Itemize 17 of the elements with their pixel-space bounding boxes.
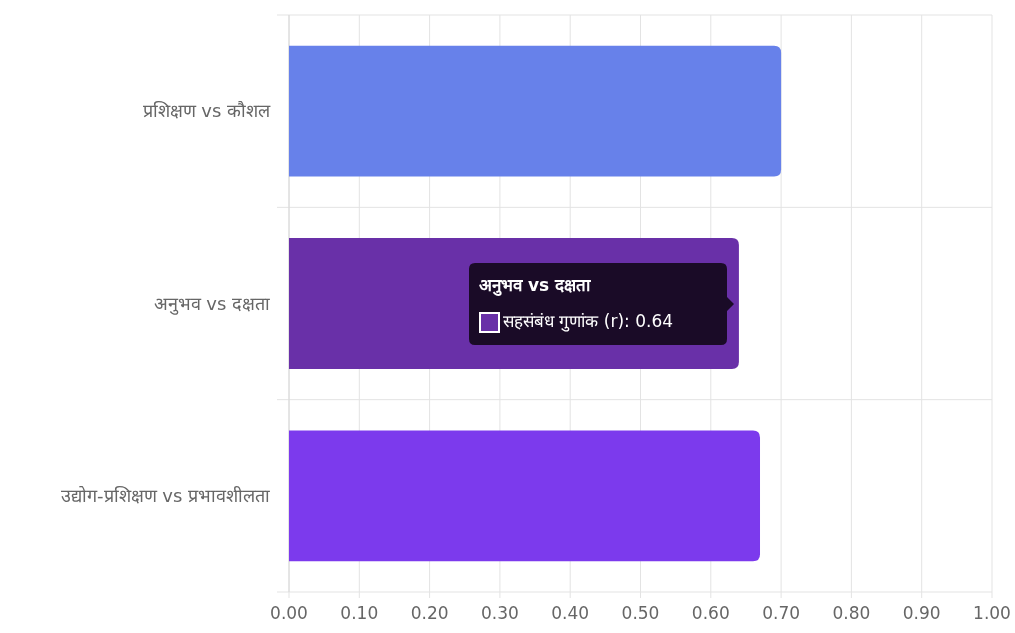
x-tick-label: 0.70 xyxy=(762,603,801,623)
annotation: सहसंबंध गुणांक (r): 0.64 xyxy=(503,311,674,332)
y-tick-label: प्रशिक्षण vs कौशल xyxy=(142,100,271,122)
x-tick-label: 0.60 xyxy=(691,603,730,623)
x-tick-label: 0.00 xyxy=(270,603,308,623)
x-tick-label: 0.40 xyxy=(551,603,590,623)
y-tick-label: उद्योग-प्रशिक्षण vs प्रभावशीलता xyxy=(61,485,270,507)
x-tick-label: 1.00 xyxy=(973,603,1011,623)
x-tick-label: 0.10 xyxy=(340,603,379,623)
annotation: अनुभव vs दक्षता xyxy=(479,275,592,296)
x-tick-label: 0.20 xyxy=(410,603,449,623)
y-tick-label: अनुभव vs दक्षता xyxy=(153,292,270,315)
x-tick-label: 0.50 xyxy=(621,603,660,623)
x-tick-label: 0.90 xyxy=(902,603,941,623)
tooltip: अनुभव vs दक्षता सहसंबंध गुणांक (r): 0.64 xyxy=(469,263,734,345)
x-tick-label: 0.80 xyxy=(832,603,871,623)
x-tick-label: 0.30 xyxy=(480,603,519,623)
